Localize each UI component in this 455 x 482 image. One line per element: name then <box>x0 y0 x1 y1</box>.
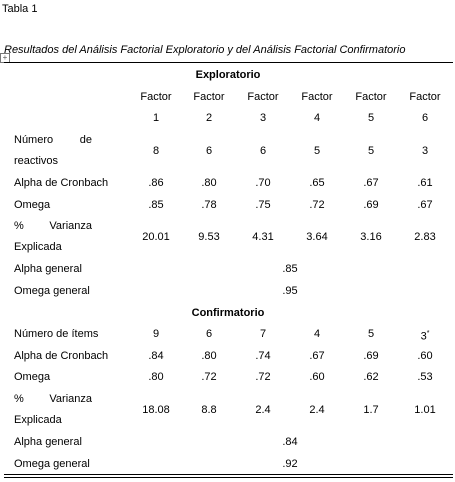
table-label: Tabla 1 <box>2 3 38 15</box>
cell: 20.01 <box>142 231 170 243</box>
cell: 6 <box>205 328 213 341</box>
factor-number: 1 <box>152 112 160 125</box>
table-caption: Resultados del Análisis Factorial Explor… <box>4 44 406 56</box>
factor-number: 4 <box>313 112 321 125</box>
cell: .53 <box>417 371 433 384</box>
cell: 2.83 <box>414 231 436 243</box>
row-label: Alpha general <box>14 263 82 276</box>
cell: 9.53 <box>198 231 220 243</box>
row-label: Número de reactivos <box>14 133 92 167</box>
row-label: % Varianza Explicada <box>14 220 92 254</box>
cell: 2.4 <box>255 403 271 416</box>
cell: .62 <box>363 371 379 384</box>
cell: .74 <box>255 349 271 362</box>
cell: 5 <box>367 144 375 157</box>
cell-value: 3 <box>420 330 427 343</box>
factor-number: 6 <box>421 112 429 125</box>
row-label: Omega <box>14 198 51 211</box>
cell: .95 <box>282 285 298 297</box>
cell: 9 <box>152 328 160 341</box>
cell: .65 <box>309 177 325 189</box>
cell: 1.01 <box>414 403 436 416</box>
cell: 5 <box>367 328 375 341</box>
cell: .80 <box>201 349 217 362</box>
column-header: Factor <box>355 90 387 103</box>
factor-number: 5 <box>367 112 375 125</box>
cell: .78 <box>201 198 217 211</box>
factor-number: 3 <box>259 112 267 125</box>
factor-number: 2 <box>205 112 213 125</box>
cell: .61 <box>417 177 433 189</box>
cell: .60 <box>309 371 325 384</box>
rule <box>4 477 453 478</box>
column-header: Factor <box>301 90 333 103</box>
cell: 6 <box>205 144 213 157</box>
cell: 8 <box>152 144 160 157</box>
cell: .84 <box>282 436 298 449</box>
cell: .75 <box>255 198 271 211</box>
cell: 2.4 <box>309 403 325 416</box>
cell: 3.16 <box>360 231 382 243</box>
row-label: Número de ítems <box>14 328 99 341</box>
cell: .84 <box>148 349 164 362</box>
row-label: Alpha de Cronbach <box>14 177 109 189</box>
cell: 1.7 <box>363 403 379 416</box>
section-title: Confirmatorio <box>191 306 265 319</box>
cell: .69 <box>363 349 379 362</box>
cell: .67 <box>309 349 325 362</box>
section-title: Exploratorio <box>195 69 261 81</box>
cell: .85 <box>148 198 164 211</box>
cell: 18.08 <box>142 403 170 416</box>
row-label: Omega <box>14 371 51 384</box>
cell: 8.8 <box>201 403 217 416</box>
cell: .60 <box>417 349 433 362</box>
cell: 3 <box>421 144 429 157</box>
cell: 4 <box>313 328 321 341</box>
column-header: Factor <box>193 90 225 103</box>
cell: .67 <box>363 177 379 189</box>
cell: .67 <box>417 198 433 211</box>
cell: 6 <box>259 144 267 157</box>
row-label: Alpha de Cronbach <box>14 349 109 362</box>
cell: .86 <box>148 177 164 189</box>
row-label: Alpha general <box>14 436 82 449</box>
column-header: Factor <box>140 90 172 103</box>
cell: 5 <box>313 144 321 157</box>
cell: 3.64 <box>306 231 328 243</box>
cell: .92 <box>282 457 298 470</box>
cell: 3* <box>421 327 430 344</box>
cell: .80 <box>148 371 164 384</box>
row-label: % Varianza Explicada <box>14 393 92 426</box>
note-mark: * <box>426 330 430 338</box>
cell: 7 <box>259 328 267 341</box>
cell: .70 <box>255 177 271 189</box>
cell: .72 <box>201 371 217 384</box>
column-header: Factor <box>409 90 441 103</box>
cell: .72 <box>255 371 271 384</box>
row-label: Omega general <box>14 285 90 297</box>
cell: .72 <box>309 198 325 211</box>
cell: .80 <box>201 177 217 189</box>
cell: .85 <box>282 263 298 276</box>
rule <box>4 474 453 475</box>
cell: .69 <box>363 198 379 211</box>
row-label: Omega general <box>14 457 90 470</box>
rule <box>4 62 453 63</box>
cell: 4.31 <box>252 231 274 243</box>
column-header: Factor <box>247 90 279 103</box>
